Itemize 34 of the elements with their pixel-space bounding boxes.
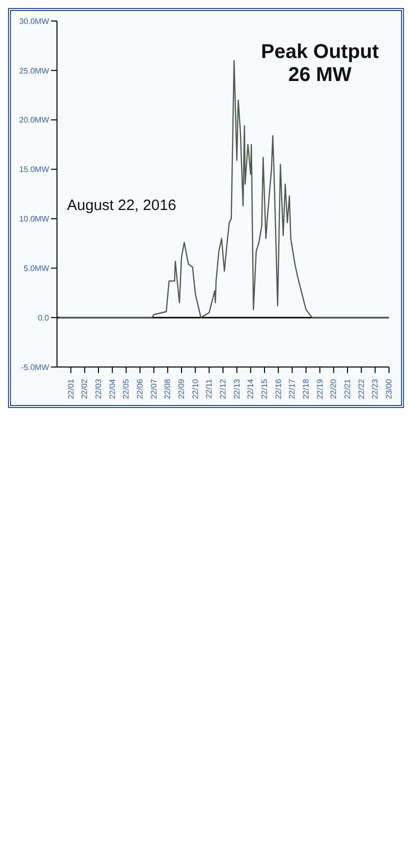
x-tick-label: 22/10 — [190, 378, 200, 400]
annotation: Peak Output 26 MW — [261, 41, 379, 87]
x-tick-label: 22/01 — [66, 378, 76, 400]
x-tick-label: 22/20 — [329, 378, 338, 400]
x-tick-label: 22/13 — [232, 378, 242, 400]
y-tick-label: 20.0MW — [19, 116, 50, 125]
y-tick-label: 25.0MW — [19, 66, 50, 76]
y-tick-label: 0.0 — [38, 313, 50, 322]
x-tick-label: 22/12 — [218, 378, 228, 400]
x-tick-label: 22/03 — [94, 378, 103, 400]
x-tick-label: 22/22 — [356, 378, 366, 400]
x-tick-label: 22/17 — [288, 378, 297, 400]
x-tick-label: 22/06 — [136, 378, 144, 400]
x-tick-label: 22/04 — [108, 378, 117, 400]
x-tick-label: 22/18 — [302, 378, 310, 400]
x-tick-label: 22/16 — [274, 378, 283, 400]
annotation: August 22, 2016 — [67, 197, 176, 214]
x-tick-label: 22/14 — [246, 378, 256, 400]
x-tick-label: 22/02 — [80, 378, 90, 400]
x-tick-label: 22/15 — [260, 378, 269, 400]
y-tick-label: -5.0MW — [21, 362, 50, 372]
y-tick-label: 15.0MW — [19, 165, 50, 174]
x-tick-label: 22/09 — [177, 378, 186, 400]
y-tick-label: 5.0MW — [24, 264, 50, 273]
x-tick-label: 22/08 — [163, 378, 172, 400]
x-tick-label: 22/23 — [370, 378, 380, 400]
x-tick-label: 22/19 — [315, 378, 324, 400]
x-tick-label: 22/07 — [149, 378, 158, 400]
x-tick-label: 22/11 — [204, 378, 214, 398]
x-tick-label: 23/00 — [384, 378, 394, 400]
x-tick-label: 22/05 — [122, 378, 131, 400]
y-tick-label: 10.0MW — [19, 214, 50, 224]
y-tick-label: 30.0MW — [19, 16, 50, 26]
x-tick-label: 22/21 — [343, 378, 352, 400]
